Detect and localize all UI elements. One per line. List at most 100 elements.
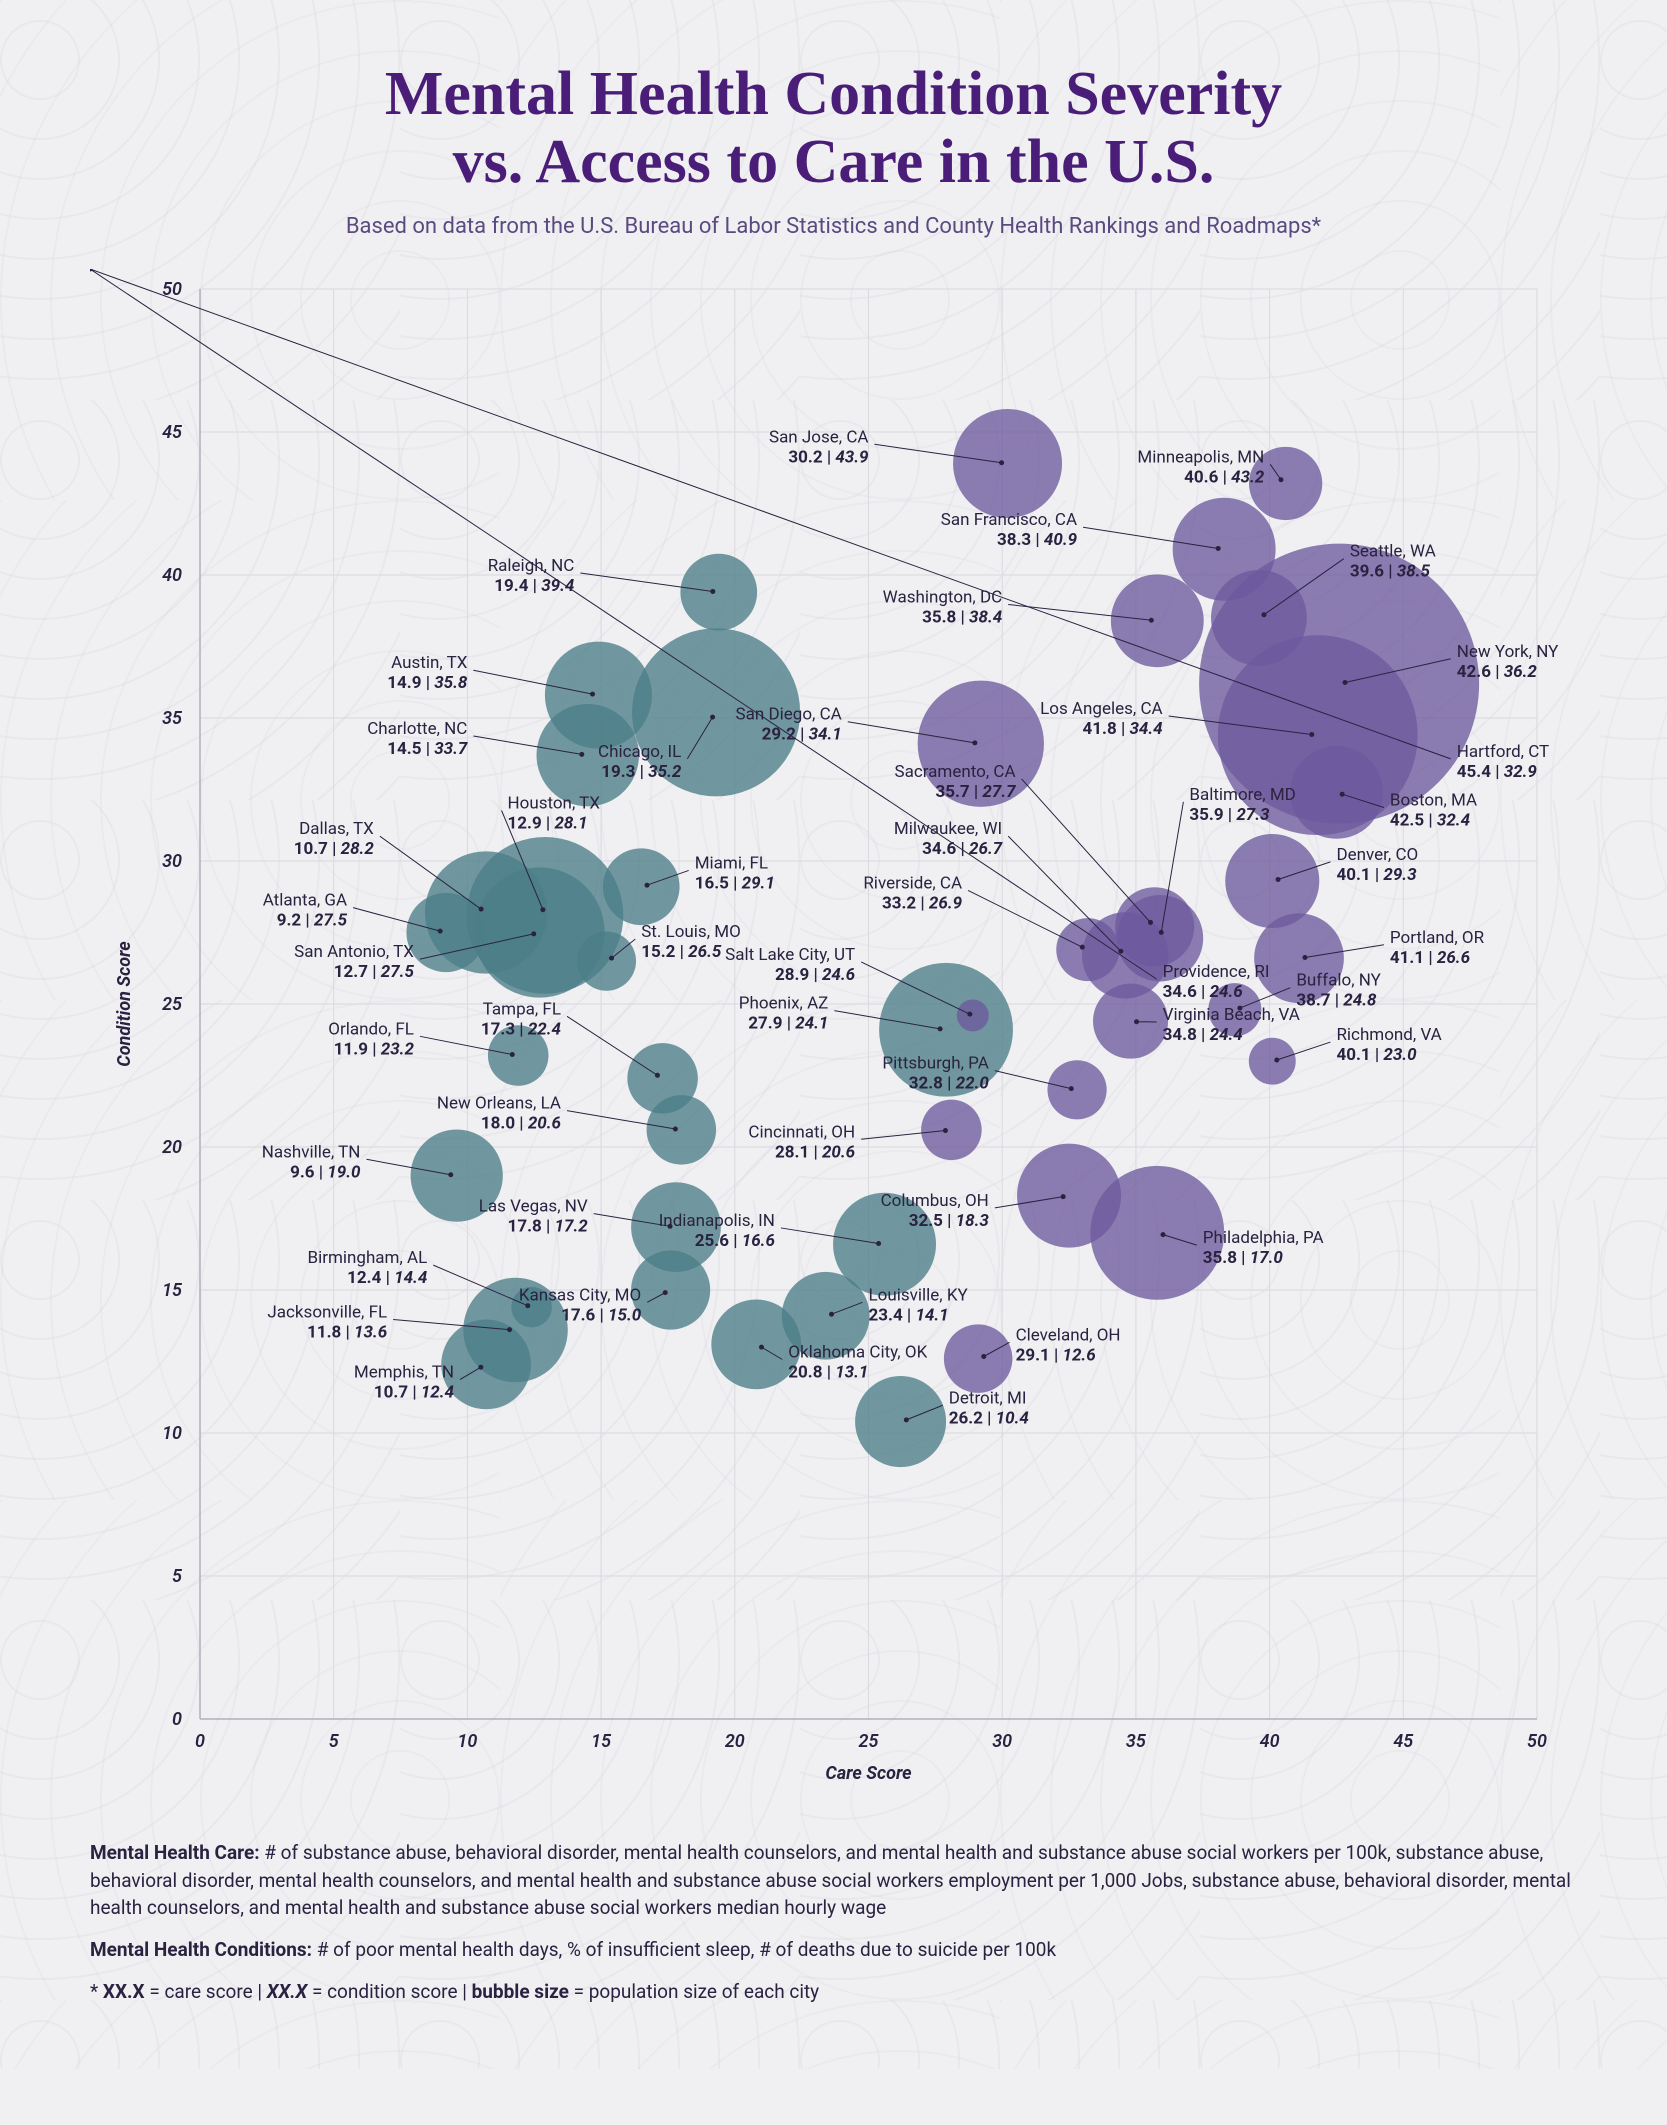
city-label-values: 15.2 | 26.5 [641,942,722,962]
city-label-name: Jacksonville, FL [267,1303,387,1323]
city-label-values: 10.7 | 12.4 [374,1383,454,1403]
city-label-values: 23.4 | 14.1 [869,1306,949,1326]
city-label-values: 29.2 | 34.1 [762,725,842,745]
city-label-name: Hartford, CT [1457,742,1549,762]
city-bubble [647,1095,717,1165]
labels-layer: San Jose, CA30.2 | 43.9Minneapolis, MN40… [90,269,1559,1428]
city-label-values: 12.7 | 27.5 [334,962,415,982]
footnote-care-text: # of substance abuse, behavioral disorde… [90,1841,1571,1919]
city-label-values: 12.9 | 28.1 [508,814,588,834]
city-label-values: 35.9 | 27.3 [1189,805,1270,825]
city-label-name: New York, NY [1457,642,1559,662]
city-label-name: Seattle, WA [1350,542,1436,562]
city-bubble [680,554,757,631]
city-label-values: 26.2 | 10.4 [949,1409,1029,1429]
svg-text:5: 5 [329,1731,340,1752]
city-bubble [1290,746,1383,839]
city-label-name: San Diego, CA [736,705,842,725]
city-label-values: 14.9 | 35.8 [387,674,468,694]
city-label-name: San Antonio, TX [294,942,414,962]
city-label-values: 17.3 | 22.4 [481,1020,561,1040]
svg-text:30: 30 [992,1731,1012,1752]
city-label-values: 11.9 | 23.2 [334,1040,415,1060]
city-label-values: 40.1 | 29.3 [1336,865,1417,885]
city-label-values: 34.8 | 24.4 [1163,1025,1243,1045]
footnote-care-label: Mental Health Care: [90,1841,260,1864]
city-label-values: 45.4 | 32.9 [1457,762,1538,782]
city-label-name: Pittsburgh, PA [882,1054,988,1074]
city-label-name: Boston, MA [1390,791,1477,811]
page-subtitle: Based on data from the U.S. Bureau of La… [90,214,1577,239]
city-label-values: 40.1 | 23.0 [1336,1045,1417,1065]
city-label-name: Salt Lake City, UT [725,945,855,965]
legend-c-text: = population size of each city [569,1980,819,2003]
city-label-name: Portland, OR [1390,928,1485,948]
footnote-care: Mental Health Care: # of substance abuse… [90,1839,1577,1922]
footnotes: Mental Health Care: # of substance abuse… [90,1839,1577,2005]
city-label-values: 12.4 | 14.4 [347,1268,427,1288]
city-bubble [1093,984,1168,1059]
svg-text:40: 40 [1260,1731,1280,1752]
city-label-values: 33.2 | 26.9 [882,894,963,914]
legend-b: XX.X [267,1980,307,2003]
city-label-name: Memphis, TN [354,1363,454,1383]
city-label-values: 14.5 | 33.7 [387,739,468,759]
city-label-name: Orlando, FL [328,1020,414,1040]
city-label-name: Oklahoma City, OK [788,1343,927,1363]
city-label-name: Baltimore, MD [1189,785,1295,805]
svg-text:20: 20 [725,1731,745,1752]
city-bubble [406,893,485,972]
city-label-name: New Orleans, LA [437,1094,561,1114]
city-label-name: Charlotte, NC [367,719,467,739]
footnote-conditions: Mental Health Conditions: # of poor ment… [90,1936,1577,1964]
svg-text:25: 25 [859,1731,880,1752]
city-label-name: Indianapolis, IN [659,1211,775,1231]
svg-text:45: 45 [1393,1731,1414,1752]
footnote-cond-label: Mental Health Conditions: [90,1938,312,1961]
city-label-values: 34.6 | 26.7 [922,839,1003,859]
city-label-name: Las Vegas, NV [479,1197,588,1217]
city-label-values: 42.5 | 32.4 [1390,811,1470,831]
city-label-name: St. Louis, MO [641,922,741,942]
city-label-values: 27.9 | 24.1 [748,1014,828,1034]
title-line-2: vs. Access to Care in the U.S. [453,128,1215,196]
city-label-values: 39.6 | 38.5 [1350,562,1431,582]
city-label-values: 10.7 | 28.2 [294,839,375,859]
chart-svg: 0510152025303540455005101520253035404550… [90,269,1577,1799]
city-label-name: Houston, TX [508,794,601,814]
city-bubble [1056,919,1119,982]
title-line-1: Mental Health Condition Severity [385,60,1282,128]
legend-prefix: * [90,1980,103,2003]
city-label-values: 28.9 | 24.6 [775,965,855,985]
city-label-values: 34.6 | 24.6 [1163,982,1243,1002]
svg-text:50: 50 [162,279,182,300]
svg-text:0: 0 [195,1731,205,1752]
legend-b-text: = condition score | [307,1980,471,2003]
city-label-values: 17.6 | 15.0 [561,1306,642,1326]
city-bubble [631,1251,710,1330]
city-label-values: 35.7 | 27.7 [935,782,1016,802]
city-label-values: 38.3 | 40.9 [997,531,1078,551]
city-label-name: Raleigh, NC [488,556,575,576]
city-label-values: 40.6 | 43.2 [1184,468,1265,488]
city-label-values: 28.1 | 20.6 [775,1143,855,1163]
city-bubble [1211,570,1307,666]
city-label-name: Richmond, VA [1336,1025,1441,1045]
svg-text:10: 10 [457,1731,477,1752]
city-bubble [577,932,636,991]
city-label-name: Miami, FL [695,854,768,874]
city-label-name: San Francisco, CA [941,511,1077,531]
city-label-name: Riverside, CA [863,874,962,894]
legend-a: XX.X [103,1980,145,2003]
city-bubble [1115,888,1194,967]
city-label-name: Cleveland, OH [1016,1326,1121,1346]
city-label-name: Milwaukee, WI [894,819,1002,839]
city-bubble [1017,1144,1121,1248]
legend-a-text: = care score | [145,1980,267,2003]
city-label-values: 29.1 | 12.6 [1016,1346,1096,1366]
city-label-name: Buffalo, NY [1296,971,1381,991]
city-label-values: 20.8 | 13.1 [788,1363,868,1383]
legend-c: bubble size [472,1980,569,2003]
svg-text:20: 20 [162,1137,182,1158]
city-label-values: 35.8 | 38.4 [922,608,1002,628]
